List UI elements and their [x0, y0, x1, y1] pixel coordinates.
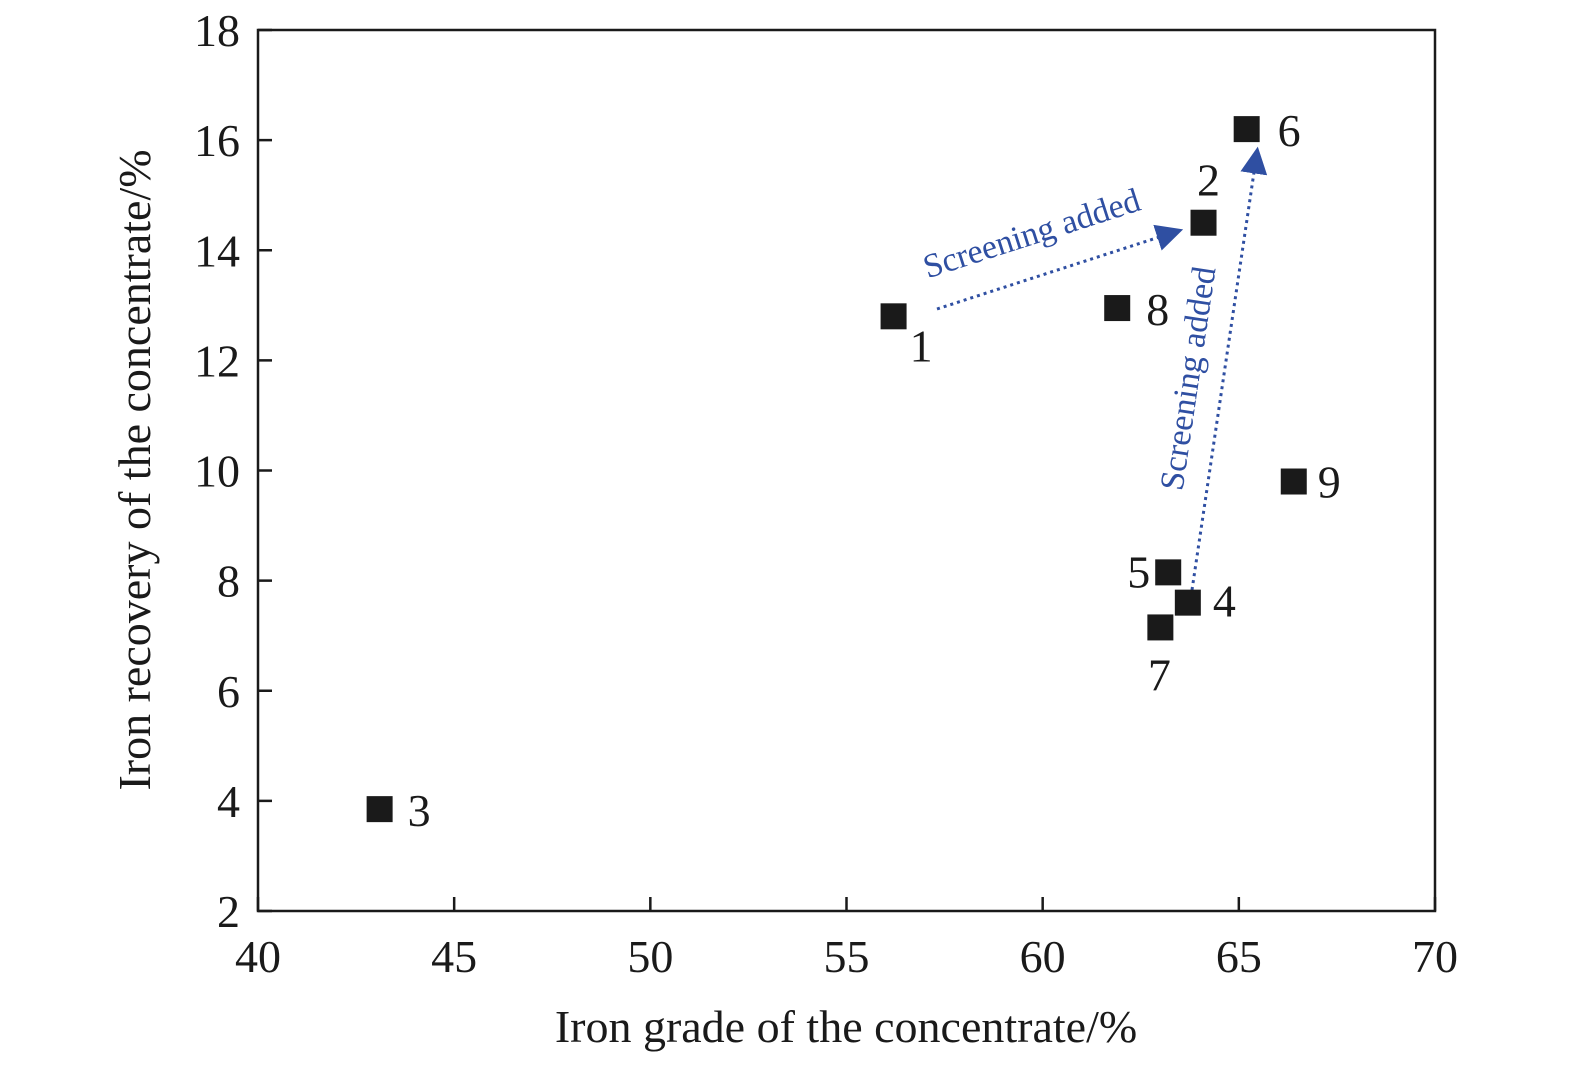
y-tick-label: 12	[194, 335, 240, 386]
y-tick-label: 18	[194, 5, 240, 56]
point-label-6: 6	[1278, 105, 1301, 156]
y-tick-label: 6	[217, 666, 240, 717]
point-label-5: 5	[1127, 546, 1150, 597]
point-label-9: 9	[1318, 457, 1341, 508]
x-axis: 40 45 50 55 60 65 70	[235, 897, 1458, 982]
point-label-4: 4	[1213, 576, 1236, 627]
data-point-1	[880, 303, 907, 330]
x-tick-label: 45	[431, 931, 477, 982]
data-point-6	[1233, 116, 1260, 143]
data-point-5	[1155, 559, 1182, 586]
x-tick-label: 60	[1020, 931, 1066, 982]
point-label-7: 7	[1148, 649, 1171, 700]
y-axis: 2 4 6 8 10 12 14 16 18	[194, 5, 272, 937]
y-tick-label: 16	[194, 115, 240, 166]
y-axis-title: Iron recovery of the concentrate/%	[109, 149, 160, 790]
x-tick-label: 40	[235, 931, 281, 982]
annotation-arrow	[936, 224, 1184, 311]
data-point-7	[1147, 614, 1174, 641]
x-axis-title: Iron grade of the concentrate/%	[555, 1001, 1137, 1052]
point-label-1: 1	[910, 320, 933, 371]
annotation-label: Screening added	[919, 182, 1145, 286]
data-point-4	[1174, 589, 1201, 616]
y-tick-label: 8	[217, 556, 240, 607]
y-tick-label: 14	[194, 225, 240, 276]
y-tick-label: 4	[217, 776, 240, 827]
y-tick-label: 2	[217, 886, 240, 937]
data-point-2	[1190, 209, 1217, 236]
point-label-3: 3	[408, 785, 431, 836]
x-tick-label: 50	[627, 931, 673, 982]
x-tick-label: 55	[824, 931, 870, 982]
point-label-2: 2	[1197, 155, 1220, 206]
data-point-8	[1104, 295, 1131, 322]
x-tick-label: 70	[1412, 931, 1458, 982]
x-tick-label: 65	[1216, 931, 1262, 982]
data-point-9	[1280, 468, 1307, 495]
data-point-3	[366, 796, 393, 823]
y-tick-label: 10	[194, 446, 240, 497]
data-points: 1 2 3 4 5 6 7 8 9	[366, 105, 1341, 836]
point-label-8: 8	[1146, 284, 1169, 335]
plot-area-frame	[256, 28, 1437, 913]
